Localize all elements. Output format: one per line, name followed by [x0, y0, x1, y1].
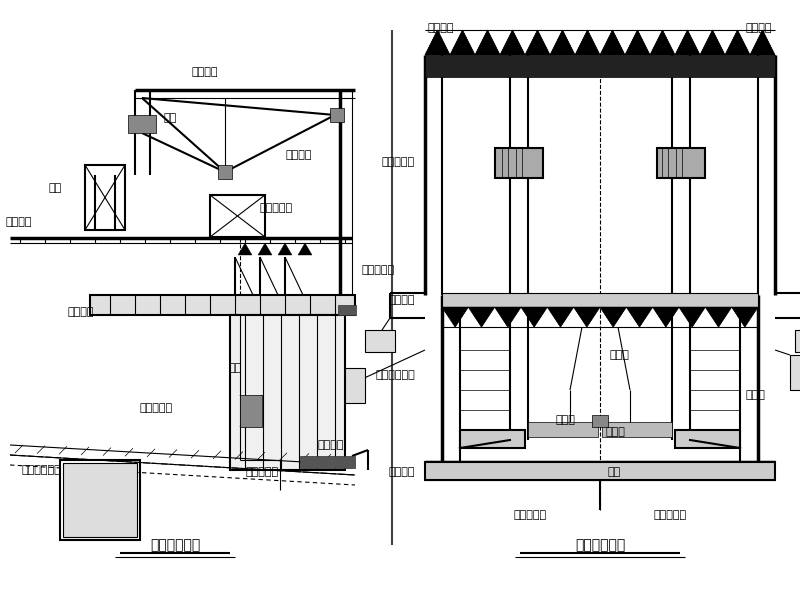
Text: 支点及滑船: 支点及滑船	[260, 203, 293, 213]
Bar	[230, 315, 345, 470]
Polygon shape	[574, 307, 600, 327]
Polygon shape	[450, 30, 475, 55]
Text: 后端工作平台: 后端工作平台	[22, 465, 62, 475]
Bar	[790, 355, 800, 390]
Text: 挂篮纵断面图: 挂篮纵断面图	[150, 538, 200, 552]
Bar	[795, 330, 800, 352]
Polygon shape	[679, 307, 706, 327]
Text: 前张拉平台: 前张拉平台	[362, 265, 395, 275]
Text: 前上横梁: 前上横梁	[285, 150, 311, 160]
Bar	[602, 422, 672, 437]
Bar	[442, 293, 758, 307]
Polygon shape	[475, 30, 500, 55]
Text: 千斤顶锚架: 千斤顶锚架	[140, 403, 173, 413]
Polygon shape	[625, 30, 650, 55]
Bar	[365, 330, 395, 352]
Polygon shape	[258, 243, 272, 255]
Polygon shape	[600, 30, 625, 55]
Polygon shape	[425, 30, 450, 55]
Bar	[85, 165, 125, 230]
Polygon shape	[675, 30, 700, 55]
Bar	[675, 430, 740, 448]
Polygon shape	[468, 307, 494, 327]
Text: 后上横梁: 后上横梁	[192, 67, 218, 77]
Polygon shape	[238, 243, 252, 255]
Polygon shape	[500, 30, 525, 55]
Polygon shape	[525, 30, 550, 55]
Text: 主桁: 主桁	[163, 113, 177, 123]
Polygon shape	[442, 307, 468, 327]
Polygon shape	[750, 30, 775, 55]
Text: 前上横梁: 前上横梁	[428, 23, 454, 33]
Text: 外侧模: 外侧模	[745, 390, 765, 400]
Text: 行走轨道: 行走轨道	[5, 217, 31, 227]
Text: 后横梁吊杆: 后横梁吊杆	[245, 467, 278, 477]
Bar	[210, 195, 265, 237]
Text: 外模滑梁: 外模滑梁	[68, 307, 94, 317]
Bar	[425, 462, 775, 480]
Bar	[330, 108, 344, 122]
Polygon shape	[600, 307, 626, 327]
Text: 侧向工作平台: 侧向工作平台	[375, 370, 415, 380]
Text: 后横断面图: 后横断面图	[654, 510, 686, 520]
Text: 后锚: 后锚	[48, 183, 62, 193]
Bar	[460, 430, 525, 448]
Bar	[218, 165, 232, 179]
Text: 前下横梁: 前下横梁	[389, 467, 415, 477]
Bar	[300, 456, 355, 468]
Text: 后锚杆: 后锚杆	[610, 350, 630, 360]
Bar	[240, 395, 262, 427]
Bar	[345, 368, 365, 403]
Text: 后上横梁: 后上横梁	[746, 23, 772, 33]
Polygon shape	[626, 307, 653, 327]
Polygon shape	[700, 30, 725, 55]
Polygon shape	[725, 30, 750, 55]
Bar	[90, 295, 355, 315]
Bar	[338, 305, 356, 315]
Polygon shape	[278, 243, 292, 255]
Polygon shape	[547, 307, 574, 327]
Text: 底模板: 底模板	[605, 427, 625, 437]
Text: 前横断面图: 前横断面图	[514, 510, 546, 520]
Polygon shape	[732, 307, 758, 327]
Bar	[63, 463, 137, 537]
Bar	[528, 422, 598, 437]
Text: 外横前吊杆: 外横前吊杆	[382, 157, 415, 167]
Text: 挂篮横断面图: 挂篮横断面图	[575, 538, 625, 552]
Bar	[657, 148, 705, 178]
Bar	[60, 460, 140, 540]
Text: 外模滑梁: 外模滑梁	[389, 295, 415, 305]
Bar	[425, 55, 775, 77]
Text: 外模: 外模	[228, 363, 242, 373]
Polygon shape	[494, 307, 521, 327]
Text: 底模板: 底模板	[555, 415, 575, 425]
Polygon shape	[521, 307, 547, 327]
Polygon shape	[706, 307, 732, 327]
Polygon shape	[653, 307, 679, 327]
Polygon shape	[298, 243, 312, 255]
Text: 纵梁: 纵梁	[608, 467, 622, 477]
Bar	[495, 148, 543, 178]
Bar	[592, 415, 608, 427]
Polygon shape	[550, 30, 575, 55]
Text: 前下横梁: 前下横梁	[318, 440, 345, 450]
Polygon shape	[650, 30, 675, 55]
Polygon shape	[575, 30, 600, 55]
Bar	[128, 115, 156, 133]
